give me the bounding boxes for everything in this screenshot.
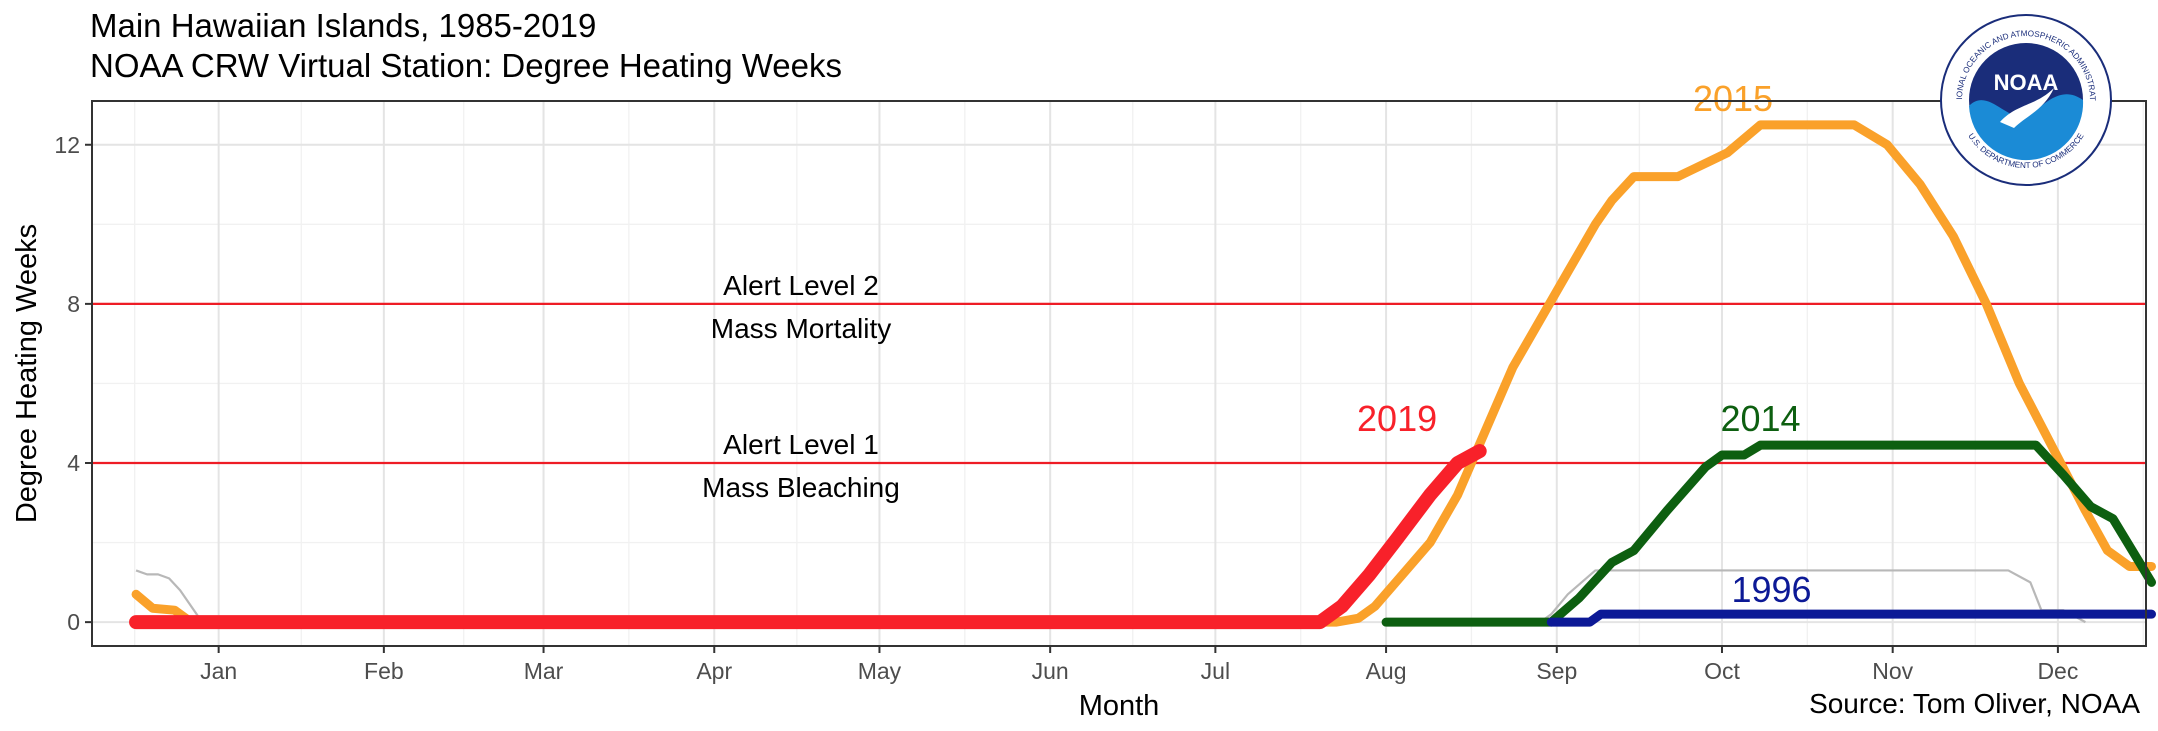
grid-lines <box>92 101 2146 646</box>
threshold-label-top: Alert Level 2 <box>723 270 879 301</box>
x-tick-label: Aug <box>1366 658 1407 684</box>
series-label: 2019 <box>1357 398 1437 439</box>
title-block: Main Hawaiian Islands, 1985-2019 NOAA CR… <box>90 6 842 86</box>
y-tick-label: 4 <box>67 450 80 476</box>
x-tick-label: Dec <box>2037 658 2078 684</box>
y-axis-title: Degree Heating Weeks <box>11 224 43 523</box>
series-label: 1996 <box>1731 569 1811 610</box>
y-tick-label: 8 <box>67 291 80 317</box>
plot-background <box>92 101 2146 646</box>
threshold-label-bottom: Mass Bleaching <box>702 472 900 503</box>
noaa-logo: NOAA NATIONAL OCEANIC AND ATMOSPHERIC AD… <box>1940 14 2112 186</box>
threshold-label-top: Alert Level 1 <box>723 429 879 460</box>
x-tick-label: Nov <box>1872 658 1913 684</box>
y-tick-label: 12 <box>54 132 80 158</box>
series-line-2014 <box>1381 440 2157 627</box>
x-axis-title: Month <box>1079 690 1160 722</box>
x-tick-label: May <box>858 658 902 684</box>
x-tick-label: Jun <box>1032 658 1069 684</box>
x-tick-label: Jan <box>200 658 237 684</box>
series-line-1996 <box>1546 609 2157 627</box>
x-tick-label: Feb <box>364 658 404 684</box>
x-tick-label: Apr <box>696 658 732 684</box>
x-tick-label: Mar <box>524 658 564 684</box>
x-tick-label: Oct <box>1704 658 1740 684</box>
background-year-line <box>135 569 204 623</box>
x-tick-label: Sep <box>1536 658 1577 684</box>
y-tick-label: 0 <box>67 609 80 635</box>
series-label: 2014 <box>1720 398 1800 439</box>
chart-subtitle: NOAA CRW Virtual Station: Degree Heating… <box>90 47 843 84</box>
x-tick-label: Jul <box>1201 658 1230 684</box>
chart-title: Main Hawaiian Islands, 1985-2019 <box>90 7 597 44</box>
source-credit: Source: Tom Oliver, NOAA <box>1809 688 2140 719</box>
series-line-2019 <box>129 444 1487 630</box>
threshold-label-bottom: Mass Mortality <box>711 313 891 344</box>
plot-border <box>91 100 2147 647</box>
svg-text:NOAA: NOAA <box>1994 70 2059 95</box>
series-label: 2015 <box>1693 78 1773 119</box>
